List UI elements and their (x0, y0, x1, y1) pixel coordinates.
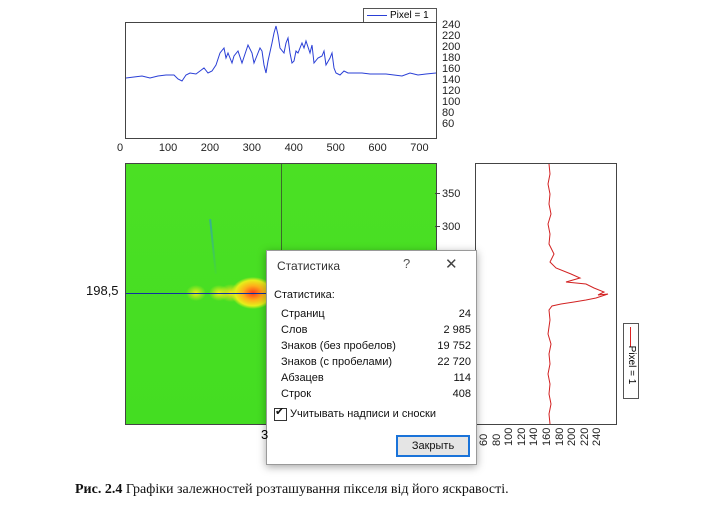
stat-row-words: Слов 2 985 (281, 324, 471, 338)
caption-label: Рис. 2.4 (75, 482, 123, 497)
top-chart-legend: Pixel = 1 (363, 8, 437, 23)
dialog-heading: Статистика: (274, 289, 335, 301)
top-y-tick: 200 (442, 41, 461, 53)
x-readout: 3 (261, 427, 269, 442)
top-x-tick: 0 (117, 142, 124, 154)
stat-value: 19 752 (437, 340, 471, 352)
top-y-tick: 220 (442, 30, 461, 42)
heatmap-y-tick: 350 (442, 188, 461, 200)
top-profile-svg (126, 25, 436, 82)
top-profile-line (126, 25, 436, 82)
top-profile-chart (125, 22, 437, 139)
right-profile-chart (475, 163, 617, 425)
heatmap-streak (209, 219, 217, 274)
stat-row-chars-with-spaces: Знаков (с пробелами) 22 720 (281, 356, 471, 370)
stat-value: 114 (453, 372, 471, 384)
right-x-tick: 140 (528, 427, 541, 446)
close-icon[interactable]: ✕ (445, 256, 458, 273)
top-x-tick: 400 (284, 142, 303, 154)
top-y-tick: 100 (442, 96, 461, 108)
right-x-tick: 80 (490, 433, 503, 446)
tick-mark (435, 193, 440, 194)
caption-text: Графіки залежностей розташування пікселя… (122, 482, 509, 497)
close-button[interactable]: Закрыть (396, 435, 470, 457)
top-y-tick: 160 (442, 63, 461, 75)
tick-mark (435, 226, 440, 227)
right-x-tick: 220 (578, 427, 591, 446)
top-x-tick: 200 (200, 142, 220, 154)
right-x-tick: 60 (478, 433, 490, 446)
right-profile-line (547, 164, 609, 424)
top-y-tick: 140 (442, 74, 461, 86)
heatmap-y-tick: 300 (442, 221, 461, 233)
stat-label: Знаков (без пробелов) (281, 340, 396, 352)
stat-value: 2 985 (443, 324, 471, 336)
right-chart-legend: Pixel = 1 (623, 323, 639, 399)
checkmark-icon: ✔ (275, 406, 285, 418)
right-profile-svg (547, 164, 609, 424)
stat-row-paragraphs: Абзацев 114 (281, 372, 471, 386)
top-x-tick: 700 (410, 142, 429, 154)
help-icon[interactable]: ? (403, 256, 411, 271)
stat-row-pages: Страниц 24 (281, 308, 471, 322)
top-y-tick: 120 (442, 85, 461, 97)
legend-swatch-red (630, 327, 631, 347)
top-y-tick: 60 (442, 118, 455, 130)
stat-value: 408 (452, 388, 471, 400)
legend-swatch-blue (367, 15, 387, 16)
stat-label: Слов (281, 324, 308, 336)
right-x-tick: 180 (553, 427, 566, 446)
y-readout: 198,5 (86, 283, 119, 298)
top-y-tick: 240 (442, 19, 461, 31)
figure-caption: Рис. 2.4 Графіки залежностей розташуванн… (75, 482, 685, 498)
checkbox-label[interactable]: Учитывать надписи и сноски (290, 408, 436, 420)
right-x-tick: 160 (541, 427, 553, 446)
stat-row-chars-no-spaces: Знаков (без пробелов) 19 752 (281, 340, 471, 354)
top-y-tick: 180 (442, 52, 461, 64)
top-y-tick: 80 (442, 107, 455, 119)
top-x-tick: 300 (242, 142, 262, 154)
dialog-title: Статистика (277, 259, 341, 273)
stat-label: Строк (281, 388, 312, 400)
top-x-tick: 500 (326, 142, 345, 154)
stat-label: Абзацев (281, 372, 324, 384)
checkbox-box[interactable] (274, 408, 287, 421)
right-x-tick: 120 (515, 427, 528, 446)
right-x-tick: 100 (503, 427, 516, 446)
statistics-dialog: Статистика ? ✕ Статистика: Страниц 24 Сл… (266, 250, 477, 465)
top-x-tick: 100 (158, 142, 178, 154)
right-x-tick: 200 (566, 427, 579, 446)
stat-label: Знаков (с пробелами) (281, 356, 393, 368)
stat-value: 24 (458, 308, 471, 320)
stat-row-lines: Строк 408 (281, 388, 471, 402)
right-x-tick: 240 (591, 427, 604, 446)
stat-value: 22 720 (437, 356, 471, 368)
stat-label: Страниц (281, 308, 325, 320)
top-legend-label: Pixel = 1 (390, 10, 429, 21)
right-legend-label: Pixel = 1 (626, 345, 637, 385)
top-x-tick: 600 (368, 142, 387, 154)
